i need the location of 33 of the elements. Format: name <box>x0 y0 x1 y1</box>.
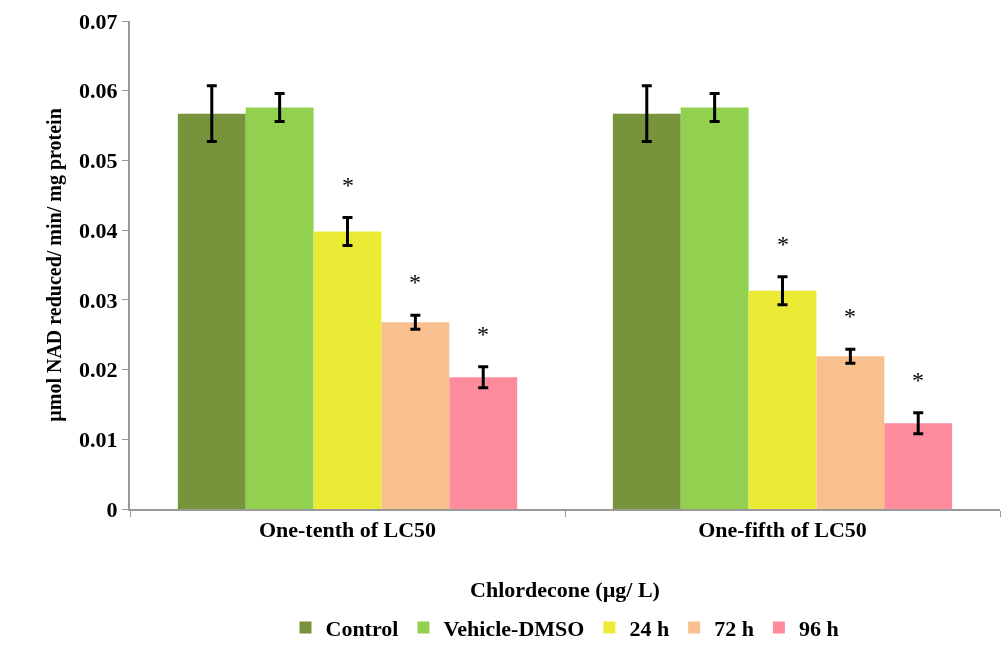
annotation: * <box>409 269 421 295</box>
legend-label: Vehicle-DMSO <box>443 615 585 641</box>
legend-label: Control <box>325 615 399 641</box>
bar <box>612 113 681 509</box>
y-tick-label: 0.02 <box>79 357 118 383</box>
annotation: * <box>844 303 856 329</box>
bar <box>816 356 885 509</box>
y-tick-label: 0.04 <box>79 217 118 243</box>
y-tick-label: 0.03 <box>79 287 118 313</box>
y-tick-label: 0.01 <box>79 426 118 452</box>
bar <box>381 322 450 509</box>
legend-label: 96 h <box>798 615 839 641</box>
bar <box>748 290 817 509</box>
annotation: * <box>777 231 789 257</box>
bar <box>177 113 246 509</box>
y-tick-label: 0.05 <box>79 148 118 174</box>
bar <box>884 423 953 509</box>
x-tick-label: One-fifth of LC50 <box>698 517 867 543</box>
bar <box>313 231 382 509</box>
bar <box>449 377 518 509</box>
bar <box>680 107 749 509</box>
legend-label: 24 h <box>629 615 670 641</box>
annotation: * <box>342 172 354 198</box>
y-tick-label: 0.07 <box>79 8 118 34</box>
annotation: * <box>477 321 489 347</box>
y-axis-title: µmol NAD reduced/ min/ mg protein <box>43 108 67 422</box>
x-tick-label: One-tenth of LC50 <box>258 517 437 543</box>
x-axis-title: Chlordecone (µg/ L) <box>470 576 660 602</box>
y-tick-label: 0 <box>106 496 118 522</box>
annotation: * <box>912 367 924 393</box>
y-tick-label: 0.06 <box>79 78 118 104</box>
bar <box>245 107 314 509</box>
legend-label: 72 h <box>714 615 754 641</box>
